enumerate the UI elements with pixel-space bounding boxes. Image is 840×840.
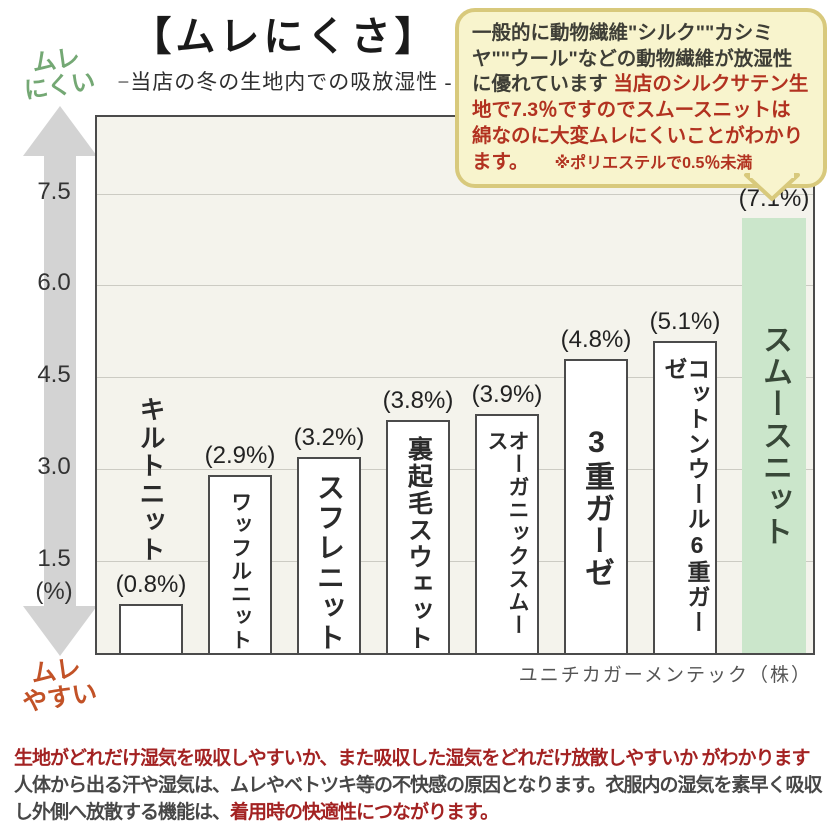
callout-note: ※ポリエステルで0.5％未満 <box>554 154 753 172</box>
gridline <box>97 285 813 287</box>
gridline <box>97 561 813 563</box>
bar-category-label: オーガニックスムース <box>485 430 529 637</box>
footer-line1: 生地がどれだけ湿気を吸収しやすいか、また吸収した湿気をどれだけ放散しやすいか が… <box>14 748 811 769</box>
callout-text-red: 当店のシルクサテン生地で7.3％ですのでスムースニットは綿なのに大変ムレにくいこ… <box>472 73 809 173</box>
bar-category-label: 裏起毛スウェット <box>404 436 433 652</box>
bar: スフレニット <box>297 457 361 653</box>
page-subtitle: −当店の冬の生地内での吸放湿性 - <box>117 70 453 94</box>
bar: コットンウール6重ガーゼ <box>653 341 717 653</box>
bar-category-label: コットンウール6重ガーゼ <box>661 357 710 635</box>
bar <box>119 604 183 653</box>
gridline <box>97 377 813 379</box>
bar-value-label: (0.8%) <box>115 571 187 598</box>
footer-line2: 人体から出る汗や湿気は、ムレやベトツキ等の不快感の原因となります。衣服内の湿気を… <box>14 774 823 823</box>
axis-label-breathable: ムレ にくい <box>22 43 98 105</box>
bar-value-label: (5.1%) <box>649 308 721 335</box>
bar-value-label: (2.9%) <box>204 442 276 469</box>
axis-label-stuffy: ムレ やすい <box>20 653 99 717</box>
gridline <box>97 193 813 195</box>
page-title: 【ムレにくさ】 <box>131 14 439 59</box>
y-tick-label: 6.0 <box>37 269 71 297</box>
bar-category-label: キルトニット <box>136 396 166 564</box>
bar: オーガニックスムース <box>475 414 539 653</box>
footer-description: 生地がどれだけ湿気を吸収しやすいか、また吸収した湿気をどれだけ放散しやすいか が… <box>14 746 828 827</box>
arrow-double-vertical-icon <box>23 106 97 656</box>
bar-category-label: 3重ガーゼ <box>580 425 613 589</box>
y-tick-label: 3.0 <box>37 453 71 481</box>
source-attribution: ユニチカガーメンテック（株） <box>518 665 812 686</box>
bubble-tail-icon <box>744 173 800 201</box>
gridline <box>97 469 813 471</box>
bar-highlighted: スムースニット <box>742 218 806 653</box>
bar-value-label: (4.8%) <box>560 326 632 353</box>
y-tick-label: 7.5 <box>37 177 71 205</box>
bar-value-label: (3.8%) <box>382 387 454 414</box>
bar-chart-plot-area: (0.8%) キルトニットワッフルニット (2.9%) スフレニット (3.2%) 裏起毛… <box>95 115 815 655</box>
bar-value-label: (3.2%) <box>293 424 365 451</box>
bar-category-label: スフレニット <box>314 473 345 653</box>
bar: 裏起毛スウェット <box>386 420 450 653</box>
bar-category-label: スムースニット <box>758 323 791 548</box>
callout-text-dark: 一般的に動物繊維"シルク""カシミヤ""ウール"などの動物繊維が放湿性に優れてい… <box>472 22 793 96</box>
y-tick-label: 1.5 <box>37 545 71 573</box>
y-axis-unit: (%) <box>35 578 73 606</box>
bar-category-label: ワッフルニット <box>228 491 252 652</box>
bar: ワッフルニット <box>208 475 272 653</box>
bar: 3重ガーゼ <box>564 359 628 653</box>
bar-value-label: (3.9%) <box>471 381 543 408</box>
callout-bubble: 一般的に動物繊維"シルク""カシミヤ""ウール"などの動物繊維が放湿性に優れてい… <box>455 8 827 189</box>
y-tick-label: 4.5 <box>37 361 71 389</box>
